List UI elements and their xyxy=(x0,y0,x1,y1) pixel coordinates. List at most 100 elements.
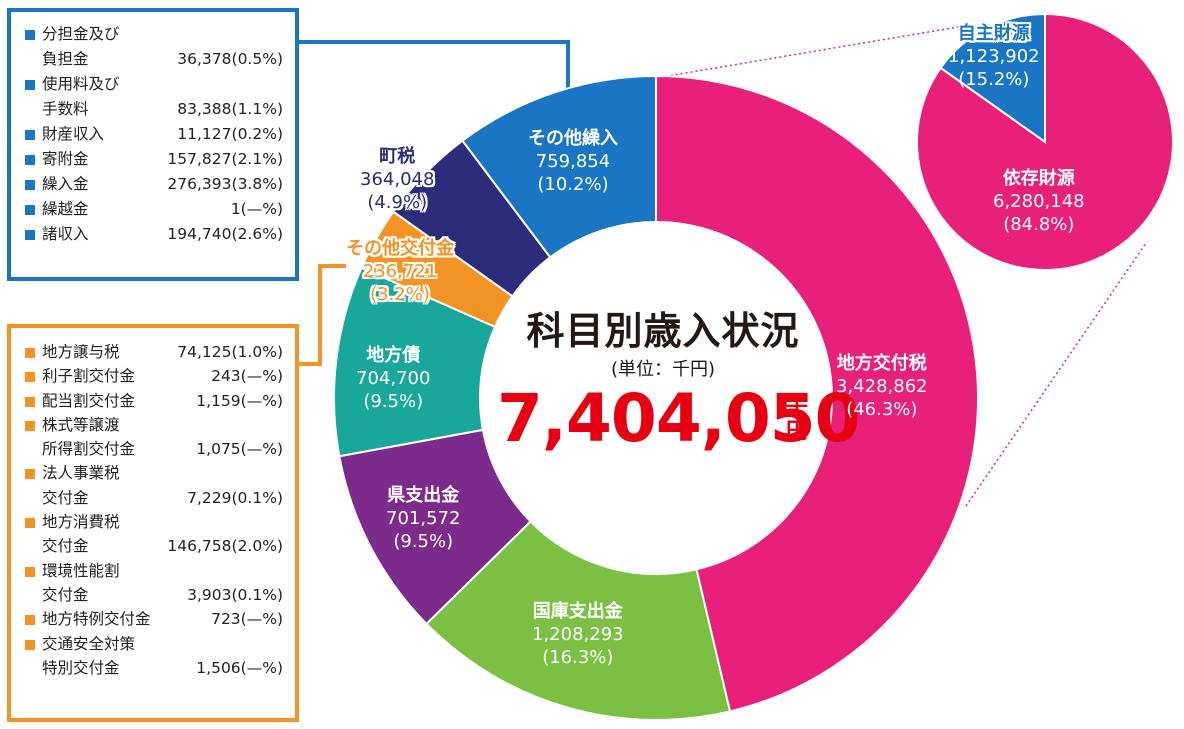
list-item: 法人事業税 交付金 7,229(0.1%) xyxy=(25,461,287,510)
list-item: 地方消費税 交付金 146,758(2.0%) xyxy=(25,510,287,559)
slice-percent: (9.5%) xyxy=(363,391,424,412)
list-item: 環境性能割 交付金 3,903(0.1%) xyxy=(25,559,287,608)
item-value: 1,075(—%) xyxy=(196,440,283,459)
slice-value: 704,700 xyxy=(356,368,431,389)
item-value: 36,378(0.5%) xyxy=(177,50,283,68)
slice-label-sonota-koufukin: その他交付金 236,721 (3.2%) xyxy=(346,237,454,306)
total-unit-sen: 千 xyxy=(785,396,808,421)
item-name: 繰入金 xyxy=(25,172,287,197)
item-value: 146,758(2.0%) xyxy=(167,537,283,556)
list-item: 財産収入 11,127(0.2%) xyxy=(25,122,287,147)
slice-label-chouzei: 町税 364,048 (4.9%) xyxy=(360,145,434,214)
item-name: 財産収入 xyxy=(25,122,287,147)
item-name: 利子割交付金 xyxy=(25,364,287,388)
item-value: 1,159(—%) xyxy=(196,391,283,410)
list-item: 利子割交付金 243(—%) xyxy=(25,364,287,388)
connector-lines xyxy=(299,26,1147,507)
list-item: 繰越金 1(—%) xyxy=(25,197,287,222)
item-name: 法人事業税 xyxy=(25,461,287,485)
dotted-link-top xyxy=(655,26,959,79)
slice-name: 地方債 xyxy=(366,345,421,366)
item-name-line2: 特別交付金 xyxy=(42,658,120,677)
slice-chihou-koufuzei xyxy=(655,74,979,713)
list-item: 寄附金 157,827(2.1%) xyxy=(25,147,287,172)
slice-label-chihou-koufuzei: 地方交付税 3,428,862 (46.3%) xyxy=(836,352,928,421)
item-value: 11,127(0.2%) xyxy=(177,125,283,143)
slice-name: その他繰入 xyxy=(528,128,618,149)
slice-label-izon: 依存財源 6,280,148 (84.8%) xyxy=(993,167,1085,236)
list-item: 地方譲与税 74,125(1.0%) xyxy=(25,340,287,364)
item-name: 交通安全対策 xyxy=(25,632,287,656)
blue-connector xyxy=(299,40,570,104)
slice-name: 町税 xyxy=(379,146,416,167)
slice-value: 1,208,293 xyxy=(532,624,624,645)
slice-label-chihousai: 地方債 704,700 (9.5%) xyxy=(356,344,430,413)
slice-percent: (46.3%) xyxy=(846,399,918,420)
list-item: 交通安全対策 特別交付金 1,506(—%) xyxy=(25,632,287,681)
chart-title: 科目別歳入状況 xyxy=(526,309,800,353)
item-name: 使用料及び xyxy=(25,72,287,97)
total-unit-en: 円 xyxy=(785,419,808,444)
slice-label-sonota-kurinyu: その他繰入 759,854 (10.2%) xyxy=(528,127,618,196)
item-name: 諸収入 xyxy=(25,222,287,247)
list-item: 諸収入 194,740(2.6%) xyxy=(25,222,287,247)
chart-unit: (単位：千円) xyxy=(610,359,716,380)
slice-label-kokko: 国庫支出金 1,208,293 (16.3%) xyxy=(532,600,624,669)
other-grants-box: 地方譲与税 74,125(1.0%) 利子割交付金 243(—%) 配当割交付金… xyxy=(7,324,299,722)
item-name-line2: 交付金 xyxy=(42,585,89,604)
slice-name: 自主財源 xyxy=(957,23,1030,44)
item-name: 環境性能割 xyxy=(25,559,287,583)
dotted-link-bottom xyxy=(965,242,1147,507)
slice-percent: (9.5%) xyxy=(393,531,454,552)
item-value: 7,229(0.1%) xyxy=(187,488,283,507)
item-name: 地方特例交付金 xyxy=(25,607,287,631)
item-name: 分担金及び xyxy=(25,22,287,47)
slice-percent: (4.9%) xyxy=(367,192,428,213)
list-item: 地方特例交付金 723(—%) xyxy=(25,607,287,631)
slice-percent: (10.2%) xyxy=(537,174,609,195)
slice-percent: (84.8%) xyxy=(1003,214,1075,235)
slice-percent: (16.3%) xyxy=(542,647,614,668)
other-income-box: 分担金及び 負担金 36,378(0.5%) 使用料及び 手数料 83,388(… xyxy=(7,8,299,281)
item-value: 83,388(1.1%) xyxy=(177,100,283,118)
slice-kokko xyxy=(425,520,732,721)
slice-jishu xyxy=(939,12,1046,144)
item-name: 地方消費税 xyxy=(25,510,287,534)
item-name-line2: 交付金 xyxy=(42,537,89,556)
item-name: 株式等譲渡 xyxy=(25,413,287,437)
source-pie-chart xyxy=(916,12,1174,271)
list-item: 使用料及び 手数料 83,388(1.1%) xyxy=(25,72,287,122)
slice-name: 県支出金 xyxy=(387,485,460,506)
item-name: 地方譲与税 xyxy=(25,340,287,364)
slice-izon xyxy=(916,12,1174,271)
slice-value: 236,721 xyxy=(362,261,438,282)
item-name-line2: 手数料 xyxy=(42,100,89,118)
slice-name: その他交付金 xyxy=(346,238,454,259)
list-item: 株式等譲渡 所得割交付金 1,075(—%) xyxy=(25,413,287,462)
item-name: 配当割交付金 xyxy=(25,389,287,413)
slice-sonota-kurinyu xyxy=(461,74,657,259)
item-value: 1,506(—%) xyxy=(196,658,283,677)
slice-name: 依存財源 xyxy=(1002,168,1075,189)
slice-name: 地方交付税 xyxy=(836,353,927,374)
slice-value: 701,572 xyxy=(386,508,461,529)
item-value: 243(—%) xyxy=(211,367,283,386)
item-value: 194,740(2.6%) xyxy=(167,225,283,243)
item-value: 74,125(1.0%) xyxy=(177,343,283,361)
list-item: 繰入金 276,393(3.8%) xyxy=(25,172,287,197)
list-item: 配当割交付金 1,159(—%) xyxy=(25,389,287,413)
list-item: 分担金及び 負担金 36,378(0.5%) xyxy=(25,22,287,72)
item-value: 723(—%) xyxy=(211,610,283,629)
slice-value: 6,280,148 xyxy=(993,191,1085,212)
item-value: 157,827(2.1%) xyxy=(167,150,283,168)
slice-value: 1,123,902 xyxy=(948,46,1040,67)
slice-label-kenshishutsu: 県支出金 701,572 (9.5%) xyxy=(386,484,460,553)
item-name: 寄附金 xyxy=(25,147,287,172)
item-value: 276,393(3.8%) xyxy=(167,175,283,193)
slice-value: 759,854 xyxy=(535,151,611,172)
item-name: 繰越金 xyxy=(25,197,287,222)
item-name-line2: 所得割交付金 xyxy=(42,440,136,459)
total-amount: 7,404,050 xyxy=(497,380,861,457)
orange-connector xyxy=(299,264,346,366)
